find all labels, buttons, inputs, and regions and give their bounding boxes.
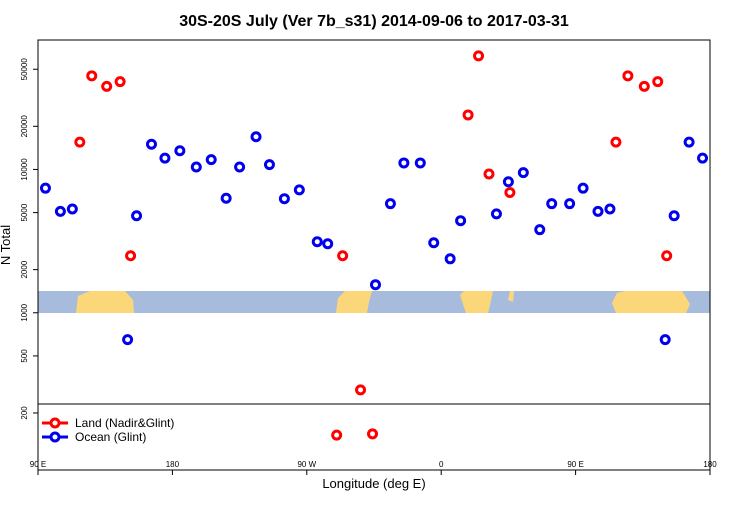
y-tick-label: 2000: [20, 260, 29, 278]
legend-label: Land (Nadir&Glint): [75, 416, 174, 430]
point: [504, 187, 516, 199]
point: [638, 80, 650, 92]
point: [278, 193, 290, 205]
point: [125, 250, 137, 262]
point: [367, 428, 379, 440]
y-tick-label: 1000: [20, 303, 29, 321]
point: [74, 136, 86, 148]
point: [331, 429, 343, 441]
x-tick-label: 90 E: [30, 460, 46, 469]
x-tick-label: 90 W: [297, 460, 316, 469]
point: [428, 237, 440, 249]
point: [311, 236, 323, 248]
chart-title: 30S-20S July (Ver 7b_s31) 2014-09-06 to …: [179, 13, 569, 30]
point: [668, 210, 680, 222]
point: [604, 203, 616, 215]
point: [234, 161, 246, 173]
point: [66, 203, 78, 215]
point: [546, 198, 558, 210]
point: [534, 224, 546, 236]
land-strip: [508, 291, 514, 302]
point: [174, 145, 186, 157]
point: [661, 250, 673, 262]
point: [414, 157, 426, 169]
point: [455, 215, 467, 227]
land-strip: [612, 291, 690, 313]
point: [322, 238, 334, 250]
point: [159, 152, 171, 164]
point: [39, 182, 51, 194]
point: [592, 205, 604, 217]
point: [190, 161, 202, 173]
point: [220, 192, 232, 204]
y-tick-label: 10000: [20, 158, 29, 181]
y-tick-label: 20000: [20, 115, 29, 138]
y-axis-label: N Total: [0, 225, 13, 265]
surface-strip: [38, 291, 710, 313]
point: [564, 198, 576, 210]
point: [577, 182, 589, 194]
point: [293, 184, 305, 196]
point: [54, 205, 66, 217]
legend-label: Ocean (Glint): [75, 430, 146, 444]
point: [517, 167, 529, 179]
point: [337, 250, 349, 262]
x-axis-label: Longitude (deg E): [322, 476, 425, 491]
point: [355, 384, 367, 396]
land-strip: [336, 291, 372, 313]
point: [384, 198, 396, 210]
point: [483, 168, 495, 180]
point: [86, 70, 98, 82]
point: [622, 70, 634, 82]
x-tick-label: 180: [703, 460, 717, 469]
legend-marker: [49, 431, 61, 443]
point: [683, 136, 695, 148]
point: [250, 131, 262, 143]
land-strip: [76, 291, 134, 313]
point: [652, 76, 664, 88]
point: [490, 208, 502, 220]
y-tick-label: 500: [20, 349, 29, 363]
land-strip: [460, 291, 493, 313]
point: [145, 138, 157, 150]
point: [369, 279, 381, 291]
point: [462, 109, 474, 121]
y-tick-label: 200: [20, 406, 29, 420]
point: [101, 80, 113, 92]
y-tick-label: 50000: [20, 58, 29, 81]
point: [263, 159, 275, 171]
y-tick-label: 5000: [20, 203, 29, 221]
x-tick-label: 90 E: [567, 460, 583, 469]
point: [502, 176, 514, 188]
point: [610, 136, 622, 148]
point: [122, 334, 134, 346]
legend-marker: [49, 417, 61, 429]
ocean-strip: [38, 291, 710, 313]
point: [473, 50, 485, 62]
point: [697, 152, 709, 164]
point: [659, 334, 671, 346]
point: [398, 157, 410, 169]
x-tick-label: 0: [439, 460, 444, 469]
x-tick-label: 180: [166, 460, 180, 469]
point: [114, 76, 126, 88]
point: [131, 210, 143, 222]
point: [444, 253, 456, 265]
point: [205, 154, 217, 166]
